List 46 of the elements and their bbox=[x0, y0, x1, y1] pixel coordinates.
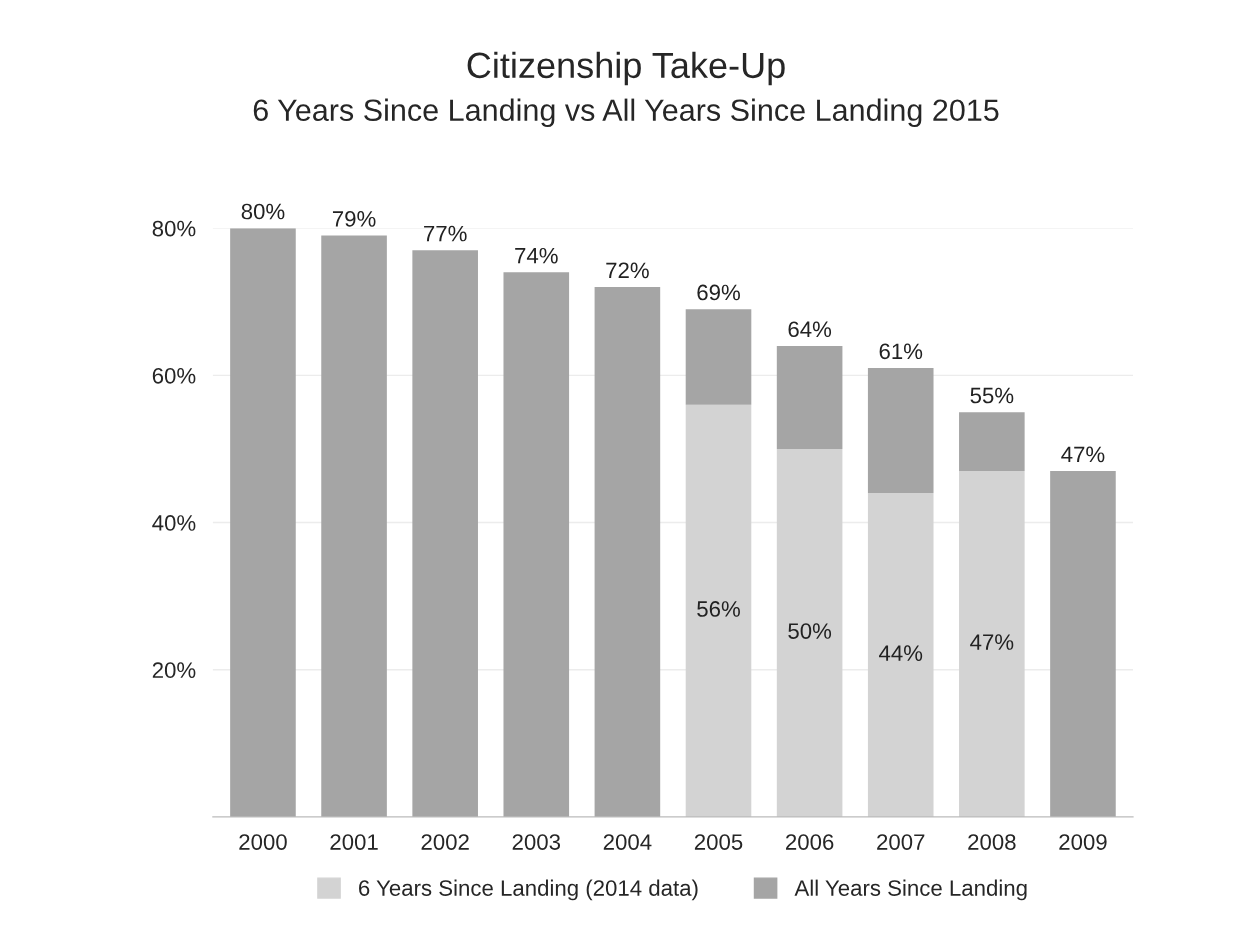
x-tick-label: 2009 bbox=[1059, 834, 1107, 850]
y-tick-label: 40% bbox=[152, 515, 196, 531]
y-tick-label: 60% bbox=[152, 367, 196, 384]
bar bbox=[412, 250, 478, 817]
chart-subtitle: 6 Years Since Landing vs All Years Since Landing 2015 bbox=[253, 98, 999, 128]
x-tick-label: 2003 bbox=[512, 834, 561, 850]
total-label: 79% bbox=[332, 210, 376, 227]
x-tick-label: 2006 bbox=[786, 834, 834, 850]
data-label: 50% bbox=[788, 623, 832, 639]
bar bbox=[685, 404, 752, 817]
total-label: 69% bbox=[697, 284, 740, 301]
bar bbox=[867, 493, 934, 817]
x-tick-label: 2004 bbox=[603, 834, 652, 850]
bar bbox=[321, 235, 387, 817]
bar bbox=[867, 368, 934, 494]
bar bbox=[959, 412, 1025, 472]
chart-title: Citizenship Take-Up bbox=[467, 51, 785, 86]
y-tick-label: 20% bbox=[152, 662, 196, 679]
x-tick-label: 2002 bbox=[421, 834, 469, 850]
bar bbox=[503, 272, 570, 817]
total-label: 47% bbox=[1061, 446, 1105, 463]
bar bbox=[959, 471, 1025, 817]
total-label: 61% bbox=[879, 343, 923, 360]
x-tick-label: 2005 bbox=[694, 834, 743, 850]
bar bbox=[776, 448, 843, 817]
bar bbox=[776, 345, 843, 449]
x-tick-label: 2007 bbox=[877, 834, 925, 850]
total-label: 64% bbox=[788, 321, 832, 338]
data-label: 44% bbox=[879, 645, 923, 661]
bar bbox=[1050, 471, 1116, 817]
data-label: 47% bbox=[970, 634, 1014, 650]
total-label: 74% bbox=[515, 247, 558, 264]
bar bbox=[594, 287, 661, 817]
bar bbox=[685, 309, 752, 405]
total-label: 80% bbox=[241, 203, 285, 220]
total-label: 55% bbox=[970, 387, 1014, 404]
data-label: 56% bbox=[697, 601, 740, 617]
y-tick-label: 80% bbox=[152, 220, 196, 237]
legend-label: 6 Years Since Landing (2014 data) bbox=[359, 879, 698, 901]
x-tick-label: 2001 bbox=[330, 834, 378, 850]
legend-label: All Years Since Landing bbox=[794, 879, 1027, 901]
total-label: 72% bbox=[606, 262, 649, 279]
total-label: 77% bbox=[424, 225, 467, 242]
x-tick-label: 2008 bbox=[968, 834, 1016, 850]
bar bbox=[230, 228, 296, 817]
x-tick-label: 2000 bbox=[239, 834, 287, 850]
